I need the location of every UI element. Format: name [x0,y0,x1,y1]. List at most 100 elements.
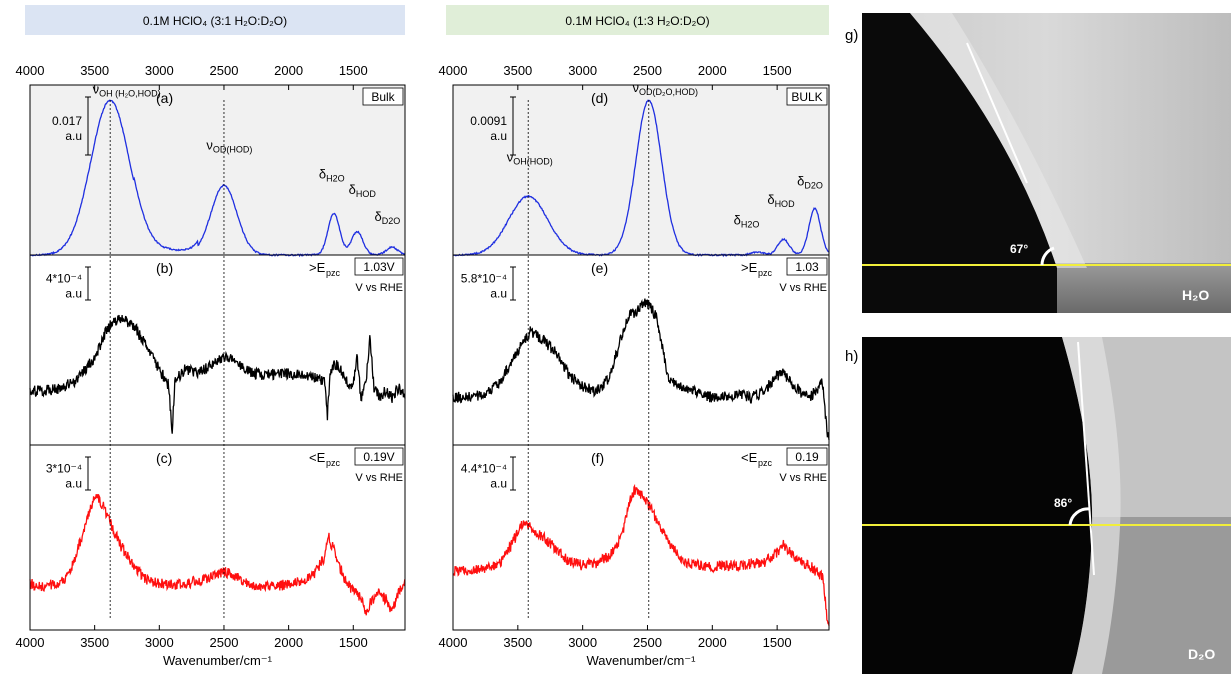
panel-box-label-c: 0.19V [363,450,394,464]
peak-label-a-2: δH2O [319,167,345,184]
spectrum-line-c [29,493,406,616]
peak-symbol: δ [349,182,356,197]
top-tick-label-right-1500: 1500 [763,63,792,78]
bulk-background-left [30,85,405,255]
potential-sub-b: pzc [326,268,341,278]
peak-label-d-4: δD2O [797,173,823,190]
plot-frame-right [452,84,830,631]
panel-box-label-a: Bulk [371,90,395,104]
peak-subscript: OD(HOD) [213,145,253,155]
h2o-droplet-photo: 67° H₂O [862,13,1231,313]
panel-id-c: (c) [156,450,172,466]
top-tick-label-left-1500: 1500 [339,63,368,78]
plot-frame-left [29,84,406,631]
ref-electrode-e: V vs RHE [779,282,827,294]
panel-box-label-f: 0.19 [795,450,819,464]
scale-value-b: 4*10⁻⁴ [46,272,82,286]
bottom-tick-label-right-2000: 2000 [698,635,727,650]
peak-symbol: ν [93,82,100,97]
contact-angle-image-h2o: 67° H₂O [862,13,1231,313]
potential-sub-c: pzc [326,458,341,468]
spectrum-line-d [452,99,830,258]
panel-label-g: g) [845,27,859,44]
d2o-droplet-photo: 86° D₂O [862,337,1231,674]
peak-symbol: δ [319,167,326,182]
panel-box-b [354,257,404,276]
bottom-tick-label-left-3000: 3000 [145,635,174,650]
peak-label-d-2: δH2O [734,212,760,229]
bottom-tick-label-right-3500: 3500 [503,635,532,650]
potential-label-e: >E [741,260,758,275]
peak-symbol: δ [767,192,774,207]
scale-value-a: 0.017 [52,114,82,128]
spectrum-line-e [452,298,830,440]
panel-id-f: (f) [591,450,604,466]
top-tick-label-left-3500: 3500 [80,63,109,78]
bottom-tick-label-left-2000: 2000 [274,635,303,650]
ref-electrode-f: V vs RHE [779,472,827,484]
top-tick-label-left-2000: 2000 [274,63,303,78]
ref-electrode-c: V vs RHE [355,472,403,484]
top-tick-label-left-2500: 2500 [210,63,239,78]
peak-subscript: OH (H₂O,HOD) [99,89,161,99]
bottom-tick-label-right-1500: 1500 [763,635,792,650]
header-text-left: 0.1M HClO₄ (3:1 H₂O:D₂O) [143,14,287,28]
top-tick-label-right-2000: 2000 [698,63,727,78]
panel-id-b: (b) [156,260,173,276]
angle-arc [1040,246,1055,266]
angle-value-h2o: 67° [1010,242,1028,256]
scale-value-e: 5.8*10⁻⁴ [461,272,507,286]
peak-symbol: ν [507,150,514,165]
bulk-background-right [453,85,829,255]
peak-subscript: HOD [356,189,377,199]
peak-subscript: OH(HOD) [513,157,553,167]
potential-label-b: >E [309,260,326,275]
peak-label-a-1: νOD(HOD) [206,138,252,155]
bottom-tick-label-left-3500: 3500 [80,635,109,650]
peak-subscript: D2O [804,180,823,190]
top-tick-label-right-2500: 2500 [633,63,662,78]
peak-label-d-1: νOD(D₂O,HOD) [632,80,698,97]
panel-box-label-b: 1.03V [363,260,394,274]
peak-subscript: H2O [326,174,345,184]
panel-box-e [786,257,828,276]
bottom-tick-label-left-1500: 1500 [339,635,368,650]
peak-subscript: H2O [741,219,760,229]
scale-unit-b: a.u [65,287,82,301]
tangent-line-d2o [1077,341,1095,576]
potential-sub-e: pzc [758,268,773,278]
scale-unit-f: a.u [490,477,507,491]
droplet-shadow [862,13,1057,313]
top-tick-label-right-3000: 3000 [568,63,597,78]
peak-symbol: ν [632,80,639,95]
bottom-tick-label-right-3000: 3000 [568,635,597,650]
scale-value-d: 0.0091 [470,114,507,128]
contact-angle-image-d2o: 86° D₂O [862,337,1231,674]
x-axis-title-left: Wavenumber/cm⁻¹ [163,653,273,668]
header-box-right [446,5,829,35]
top-tick-label-right-4000: 4000 [439,63,468,78]
panel-id-d: (d) [591,90,608,106]
panel-box-f [786,447,828,466]
scale-unit-d: a.u [490,129,507,143]
peak-label-d-3: δHOD [767,192,795,209]
bottom-tick-label-right-4000: 4000 [439,635,468,650]
peak-label-a-4: δD2O [374,209,400,226]
top-tick-label-left-4000: 4000 [16,63,45,78]
panel-box-c [354,447,404,466]
angle-value-d2o: 86° [1054,496,1072,510]
bottom-tick-label-left-4000: 4000 [16,635,45,650]
droplet-shadow-d2o [862,337,1093,674]
peak-subscript: OD(D₂O,HOD) [639,87,698,97]
peak-symbol: δ [374,209,381,224]
peak-label-a-3: δHOD [349,182,377,199]
spectrum-line-b [29,314,406,434]
top-tick-label-right-3500: 3500 [503,63,532,78]
scale-unit-c: a.u [65,477,82,491]
peak-subscript: D2O [382,216,401,226]
panel-box-a [362,87,404,106]
panel-box-d [786,87,828,106]
scale-unit-e: a.u [490,287,507,301]
scale-value-c: 3*10⁻⁴ [46,462,82,476]
